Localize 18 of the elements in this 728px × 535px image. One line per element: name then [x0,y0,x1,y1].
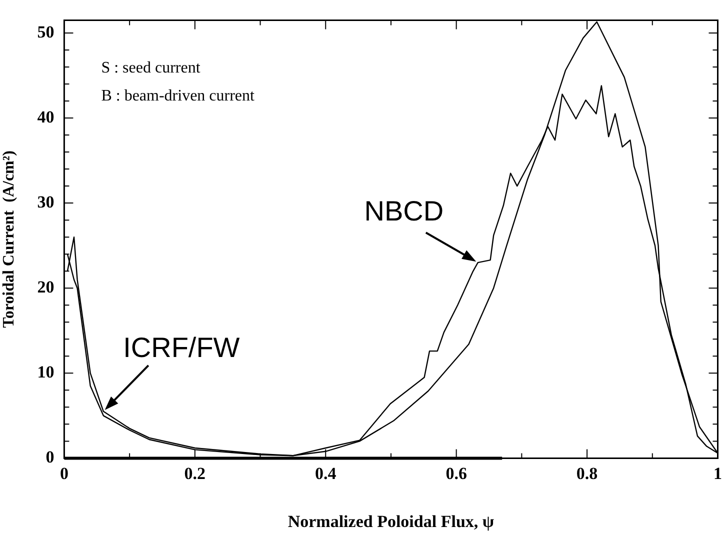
y-tick-label: 30 [37,192,54,212]
x-tick-label: 0.4 [314,464,337,483]
y-tick-label: 40 [37,107,54,126]
x-tick-label: 0.6 [446,464,467,483]
x-axis-title: Normalized Poloidal Flux, ψ [288,512,494,532]
y-axis-title: Toroidal Current (A/cm²) [0,150,18,328]
x-tick-label: 0 [60,464,68,483]
y-tick-label: 50 [37,22,54,42]
y-tick-label: 10 [37,362,54,382]
annotation: NBCD [364,195,444,226]
x-tick-label: 0.2 [184,464,206,483]
annotation: S : seed current [101,59,201,76]
x-tick-label: 1 [714,464,722,483]
annotation: B : beam-driven current [101,87,256,104]
y-tick-label: 20 [37,277,54,296]
annotation: ICRF/FW [123,332,240,364]
y-tick-label: 0 [46,448,54,467]
x-tick-label: 0.8 [576,464,598,483]
